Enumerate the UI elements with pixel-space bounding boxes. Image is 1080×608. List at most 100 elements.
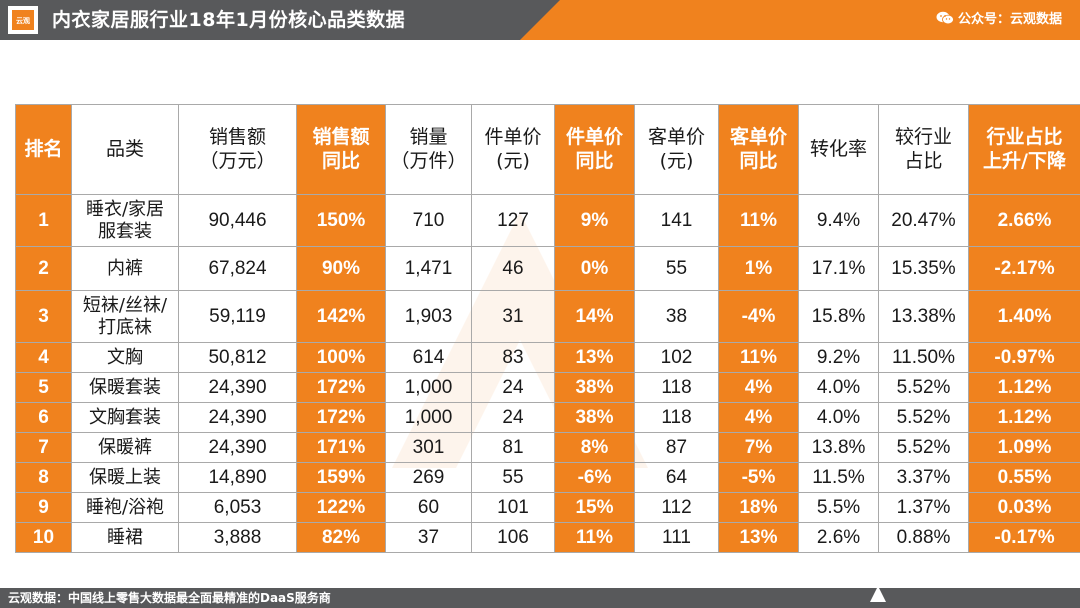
cell-unit-price: 106: [471, 522, 555, 553]
table-row: 3 短袜/丝袜/ 打底袜 59,119 142% 1,903 31 14% 38 -4% 15.8…: [15, 290, 1080, 343]
category-data-table: 排名 品类 销售额 （万元） 销售额 同比 销量 （万件） 件单价 (元) 件单价 同比 客单…: [15, 104, 1080, 553]
cell-industry-share: 20.47%: [878, 194, 969, 247]
cell-unit-price-yoy: -6%: [554, 462, 635, 493]
cell-sales-yoy: 90%: [296, 246, 386, 291]
cell-rank: 10: [15, 522, 72, 553]
cell-share-change: 1.40%: [968, 290, 1080, 343]
cell-industry-share: 11.50%: [878, 342, 969, 373]
table-row: 2 内裤 67,824 90% 1,471 46 0% 55 1% 17.1% 15.35% -2.1…: [15, 246, 1080, 291]
cell-order-value-yoy: 4%: [718, 372, 799, 403]
header-rank: 排名: [15, 104, 72, 195]
cell-sales-volume: 269: [385, 462, 472, 493]
cell-industry-share: 3.37%: [878, 462, 969, 493]
cell-unit-price-yoy: 11%: [554, 522, 635, 553]
table-row: 6 文胸套装 24,390 172% 1,000 24 38% 118 4% 4.0% 5.52% 1…: [15, 402, 1080, 433]
cell-category: 睡袍/浴袍: [71, 492, 179, 523]
cell-unit-price-yoy: 15%: [554, 492, 635, 523]
cell-industry-share: 13.38%: [878, 290, 969, 343]
cell-sales-amount: 6,053: [178, 492, 297, 523]
cell-order-value-yoy: -4%: [718, 290, 799, 343]
cell-sales-amount: 90,446: [178, 194, 297, 247]
table-row: 1 睡衣/家居 服套装 90,446 150% 710 127 9% 141 11% 9.4% 20…: [15, 194, 1080, 247]
cell-order-value: 141: [634, 194, 719, 247]
cell-share-change: 0.55%: [968, 462, 1080, 493]
cell-order-value: 118: [634, 372, 719, 403]
cell-category: 睡裙: [71, 522, 179, 553]
cell-sales-yoy: 100%: [296, 342, 386, 373]
cell-category: 内裤: [71, 246, 179, 291]
cell-unit-price-yoy: 38%: [554, 372, 635, 403]
cell-sales-volume: 60: [385, 492, 472, 523]
cell-rank: 8: [15, 462, 72, 493]
header-sales-volume: 销量 （万件）: [385, 104, 472, 195]
cell-order-value-yoy: 1%: [718, 246, 799, 291]
cell-order-value: 64: [634, 462, 719, 493]
cell-share-change: -0.17%: [968, 522, 1080, 553]
cell-share-change: 1.12%: [968, 402, 1080, 433]
cell-category: 保暖裤: [71, 432, 179, 463]
cell-rank: 1: [15, 194, 72, 247]
cell-order-value: 102: [634, 342, 719, 373]
cell-order-value-yoy: 11%: [718, 194, 799, 247]
cell-unit-price: 24: [471, 372, 555, 403]
cell-sales-amount: 3,888: [178, 522, 297, 553]
cell-industry-share: 1.37%: [878, 492, 969, 523]
header-industry-share: 较行业 占比: [878, 104, 969, 195]
cell-sales-yoy: 171%: [296, 432, 386, 463]
cell-sales-amount: 24,390: [178, 432, 297, 463]
table-row: 10 睡裙 3,888 82% 37 106 11% 111 13% 2.6% 0.88% -0.17…: [15, 522, 1080, 553]
cell-category: 文胸套装: [71, 402, 179, 433]
table-header-row: 排名 品类 销售额 （万元） 销售额 同比 销量 （万件） 件单价 (元) 件单价 同比 客单…: [15, 104, 1080, 195]
cell-sales-volume: 1,471: [385, 246, 472, 291]
cell-sales-yoy: 142%: [296, 290, 386, 343]
cell-conversion-rate: 13.8%: [798, 432, 879, 463]
cell-category: 保暖上装: [71, 462, 179, 493]
cell-rank: 4: [15, 342, 72, 373]
cell-sales-volume: 1,903: [385, 290, 472, 343]
footer-tagline: 云观数据：中国线上零售大数据最全面最精准的DaaS服务商: [8, 591, 331, 605]
header-category: 品类: [71, 104, 179, 195]
cell-share-change: -2.17%: [968, 246, 1080, 291]
header-sales-yoy: 销售额 同比: [296, 104, 386, 195]
header-share-change: 行业占比 上升/下降: [968, 104, 1080, 195]
cell-order-value-yoy: -5%: [718, 462, 799, 493]
wechat-account: 公众号：云观数据: [936, 0, 1062, 40]
cell-sales-yoy: 172%: [296, 372, 386, 403]
cell-sales-yoy: 159%: [296, 462, 386, 493]
table-row: 8 保暖上装 14,890 159% 269 55 -6% 64 -5% 11.5% 3.37% 0.…: [15, 462, 1080, 493]
cell-category: 短袜/丝袜/ 打底袜: [71, 290, 179, 343]
cell-sales-yoy: 82%: [296, 522, 386, 553]
cell-order-value: 112: [634, 492, 719, 523]
cell-conversion-rate: 4.0%: [798, 402, 879, 433]
cell-sales-amount: 59,119: [178, 290, 297, 343]
cell-share-change: 0.03%: [968, 492, 1080, 523]
cell-unit-price-yoy: 13%: [554, 342, 635, 373]
cell-conversion-rate: 9.4%: [798, 194, 879, 247]
cell-conversion-rate: 4.0%: [798, 372, 879, 403]
footer-bar: 云观数据：中国线上零售大数据最全面最精准的DaaS服务商: [0, 588, 1080, 608]
cell-share-change: 1.09%: [968, 432, 1080, 463]
cell-unit-price-yoy: 38%: [554, 402, 635, 433]
cell-rank: 2: [15, 246, 72, 291]
cell-unit-price: 101: [471, 492, 555, 523]
cell-industry-share: 5.52%: [878, 372, 969, 403]
header-conversion-rate: 转化率: [798, 104, 879, 195]
header-unit-price: 件单价 (元): [471, 104, 555, 195]
cell-order-value-yoy: 4%: [718, 402, 799, 433]
cell-unit-price: 127: [471, 194, 555, 247]
cell-conversion-rate: 11.5%: [798, 462, 879, 493]
cell-sales-volume: 301: [385, 432, 472, 463]
cell-industry-share: 15.35%: [878, 246, 969, 291]
header-sales-amount: 销售额 （万元）: [178, 104, 297, 195]
cell-rank: 9: [15, 492, 72, 523]
cell-sales-volume: 1,000: [385, 402, 472, 433]
cell-unit-price-yoy: 14%: [554, 290, 635, 343]
cell-order-value: 118: [634, 402, 719, 433]
cell-industry-share: 5.52%: [878, 432, 969, 463]
cell-sales-volume: 1,000: [385, 372, 472, 403]
cell-unit-price: 24: [471, 402, 555, 433]
cell-conversion-rate: 2.6%: [798, 522, 879, 553]
table-row: 9 睡袍/浴袍 6,053 122% 60 101 15% 112 18% 5.5% 1.37% 0.…: [15, 492, 1080, 523]
cell-order-value-yoy: 18%: [718, 492, 799, 523]
cell-conversion-rate: 5.5%: [798, 492, 879, 523]
